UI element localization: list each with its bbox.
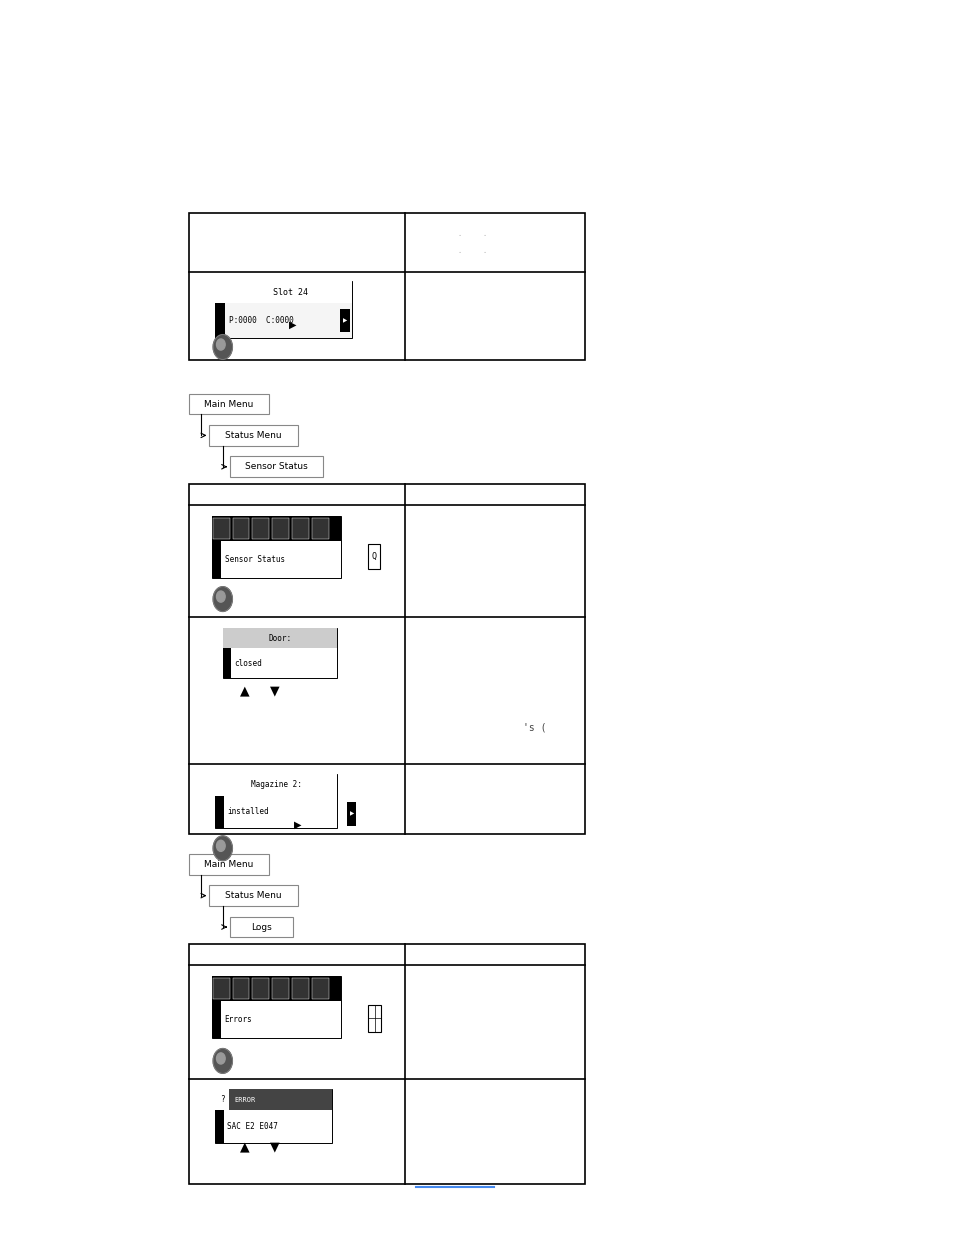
Bar xyxy=(210,425,298,446)
Bar xyxy=(312,519,329,538)
Text: Main Menu: Main Menu xyxy=(204,860,253,868)
Bar xyxy=(215,774,337,829)
Text: ▶: ▶ xyxy=(349,811,354,816)
Text: ▶: ▶ xyxy=(343,317,347,322)
Text: .: . xyxy=(456,247,460,253)
Text: 's (: 's ( xyxy=(522,722,546,732)
Bar xyxy=(190,944,584,1184)
Text: Main Menu: Main Menu xyxy=(204,399,253,409)
Text: Sensor Status: Sensor Status xyxy=(224,555,284,564)
Bar xyxy=(215,795,224,829)
Text: P:0000  C:0000: P:0000 C:0000 xyxy=(229,316,294,325)
Text: Sensor Status: Sensor Status xyxy=(245,462,308,472)
Circle shape xyxy=(216,1053,225,1065)
Bar xyxy=(273,519,289,538)
Bar xyxy=(222,629,337,678)
Text: .: . xyxy=(482,247,487,253)
Text: ▶: ▶ xyxy=(294,819,301,830)
Text: ▼: ▼ xyxy=(270,684,279,698)
Text: ▶: ▶ xyxy=(289,320,296,330)
Bar xyxy=(212,977,341,1039)
Circle shape xyxy=(216,338,225,350)
Bar xyxy=(215,1110,223,1142)
Text: Q: Q xyxy=(371,552,376,561)
Bar xyxy=(233,978,250,999)
Text: Status Menu: Status Menu xyxy=(225,892,282,900)
Text: SAC E2 E047: SAC E2 E047 xyxy=(227,1123,277,1131)
Circle shape xyxy=(213,335,233,359)
Bar xyxy=(215,1089,229,1110)
Text: ▲: ▲ xyxy=(240,684,250,698)
Text: Logs: Logs xyxy=(251,923,272,931)
Bar xyxy=(215,282,352,303)
Text: installed: installed xyxy=(228,808,269,816)
Bar xyxy=(233,519,250,538)
Bar xyxy=(210,885,298,906)
Bar xyxy=(230,916,293,937)
Circle shape xyxy=(213,587,233,611)
Bar xyxy=(222,629,337,648)
Text: closed: closed xyxy=(234,658,262,668)
Text: Status Menu: Status Menu xyxy=(225,431,282,440)
Bar xyxy=(215,1089,332,1110)
Text: .: . xyxy=(482,231,487,236)
Bar xyxy=(215,282,352,338)
Text: ERROR: ERROR xyxy=(233,1097,255,1103)
Text: ?: ? xyxy=(220,1095,225,1104)
Text: Slot 24: Slot 24 xyxy=(273,288,308,296)
Bar xyxy=(273,978,289,999)
Bar xyxy=(253,519,269,538)
Text: Magazine 2:: Magazine 2: xyxy=(251,781,301,789)
Bar xyxy=(213,978,230,999)
Bar xyxy=(222,648,231,678)
Bar xyxy=(368,1005,381,1031)
Bar xyxy=(215,303,225,338)
Bar xyxy=(190,853,269,874)
Circle shape xyxy=(213,836,233,861)
Bar xyxy=(212,1002,220,1039)
Bar xyxy=(212,977,341,1002)
Bar xyxy=(312,978,329,999)
Bar xyxy=(190,484,584,834)
Bar xyxy=(292,519,309,538)
Bar xyxy=(368,545,379,569)
Bar xyxy=(212,516,341,541)
Bar xyxy=(190,212,584,361)
Bar xyxy=(213,519,230,538)
Bar xyxy=(347,803,356,826)
Circle shape xyxy=(213,1049,233,1073)
Text: Door:: Door: xyxy=(268,634,292,643)
Bar xyxy=(212,516,341,578)
Bar xyxy=(253,978,269,999)
Circle shape xyxy=(216,592,225,603)
Bar xyxy=(230,456,322,477)
Text: ▼: ▼ xyxy=(270,1141,279,1153)
Bar xyxy=(215,774,337,795)
Text: ▲: ▲ xyxy=(240,1141,250,1153)
Bar xyxy=(215,1089,332,1142)
Bar xyxy=(212,541,220,578)
Circle shape xyxy=(216,840,225,851)
Bar xyxy=(340,309,350,332)
Bar xyxy=(292,978,309,999)
Text: Errors: Errors xyxy=(224,1015,253,1024)
Text: .: . xyxy=(456,231,460,236)
Bar xyxy=(190,394,269,415)
